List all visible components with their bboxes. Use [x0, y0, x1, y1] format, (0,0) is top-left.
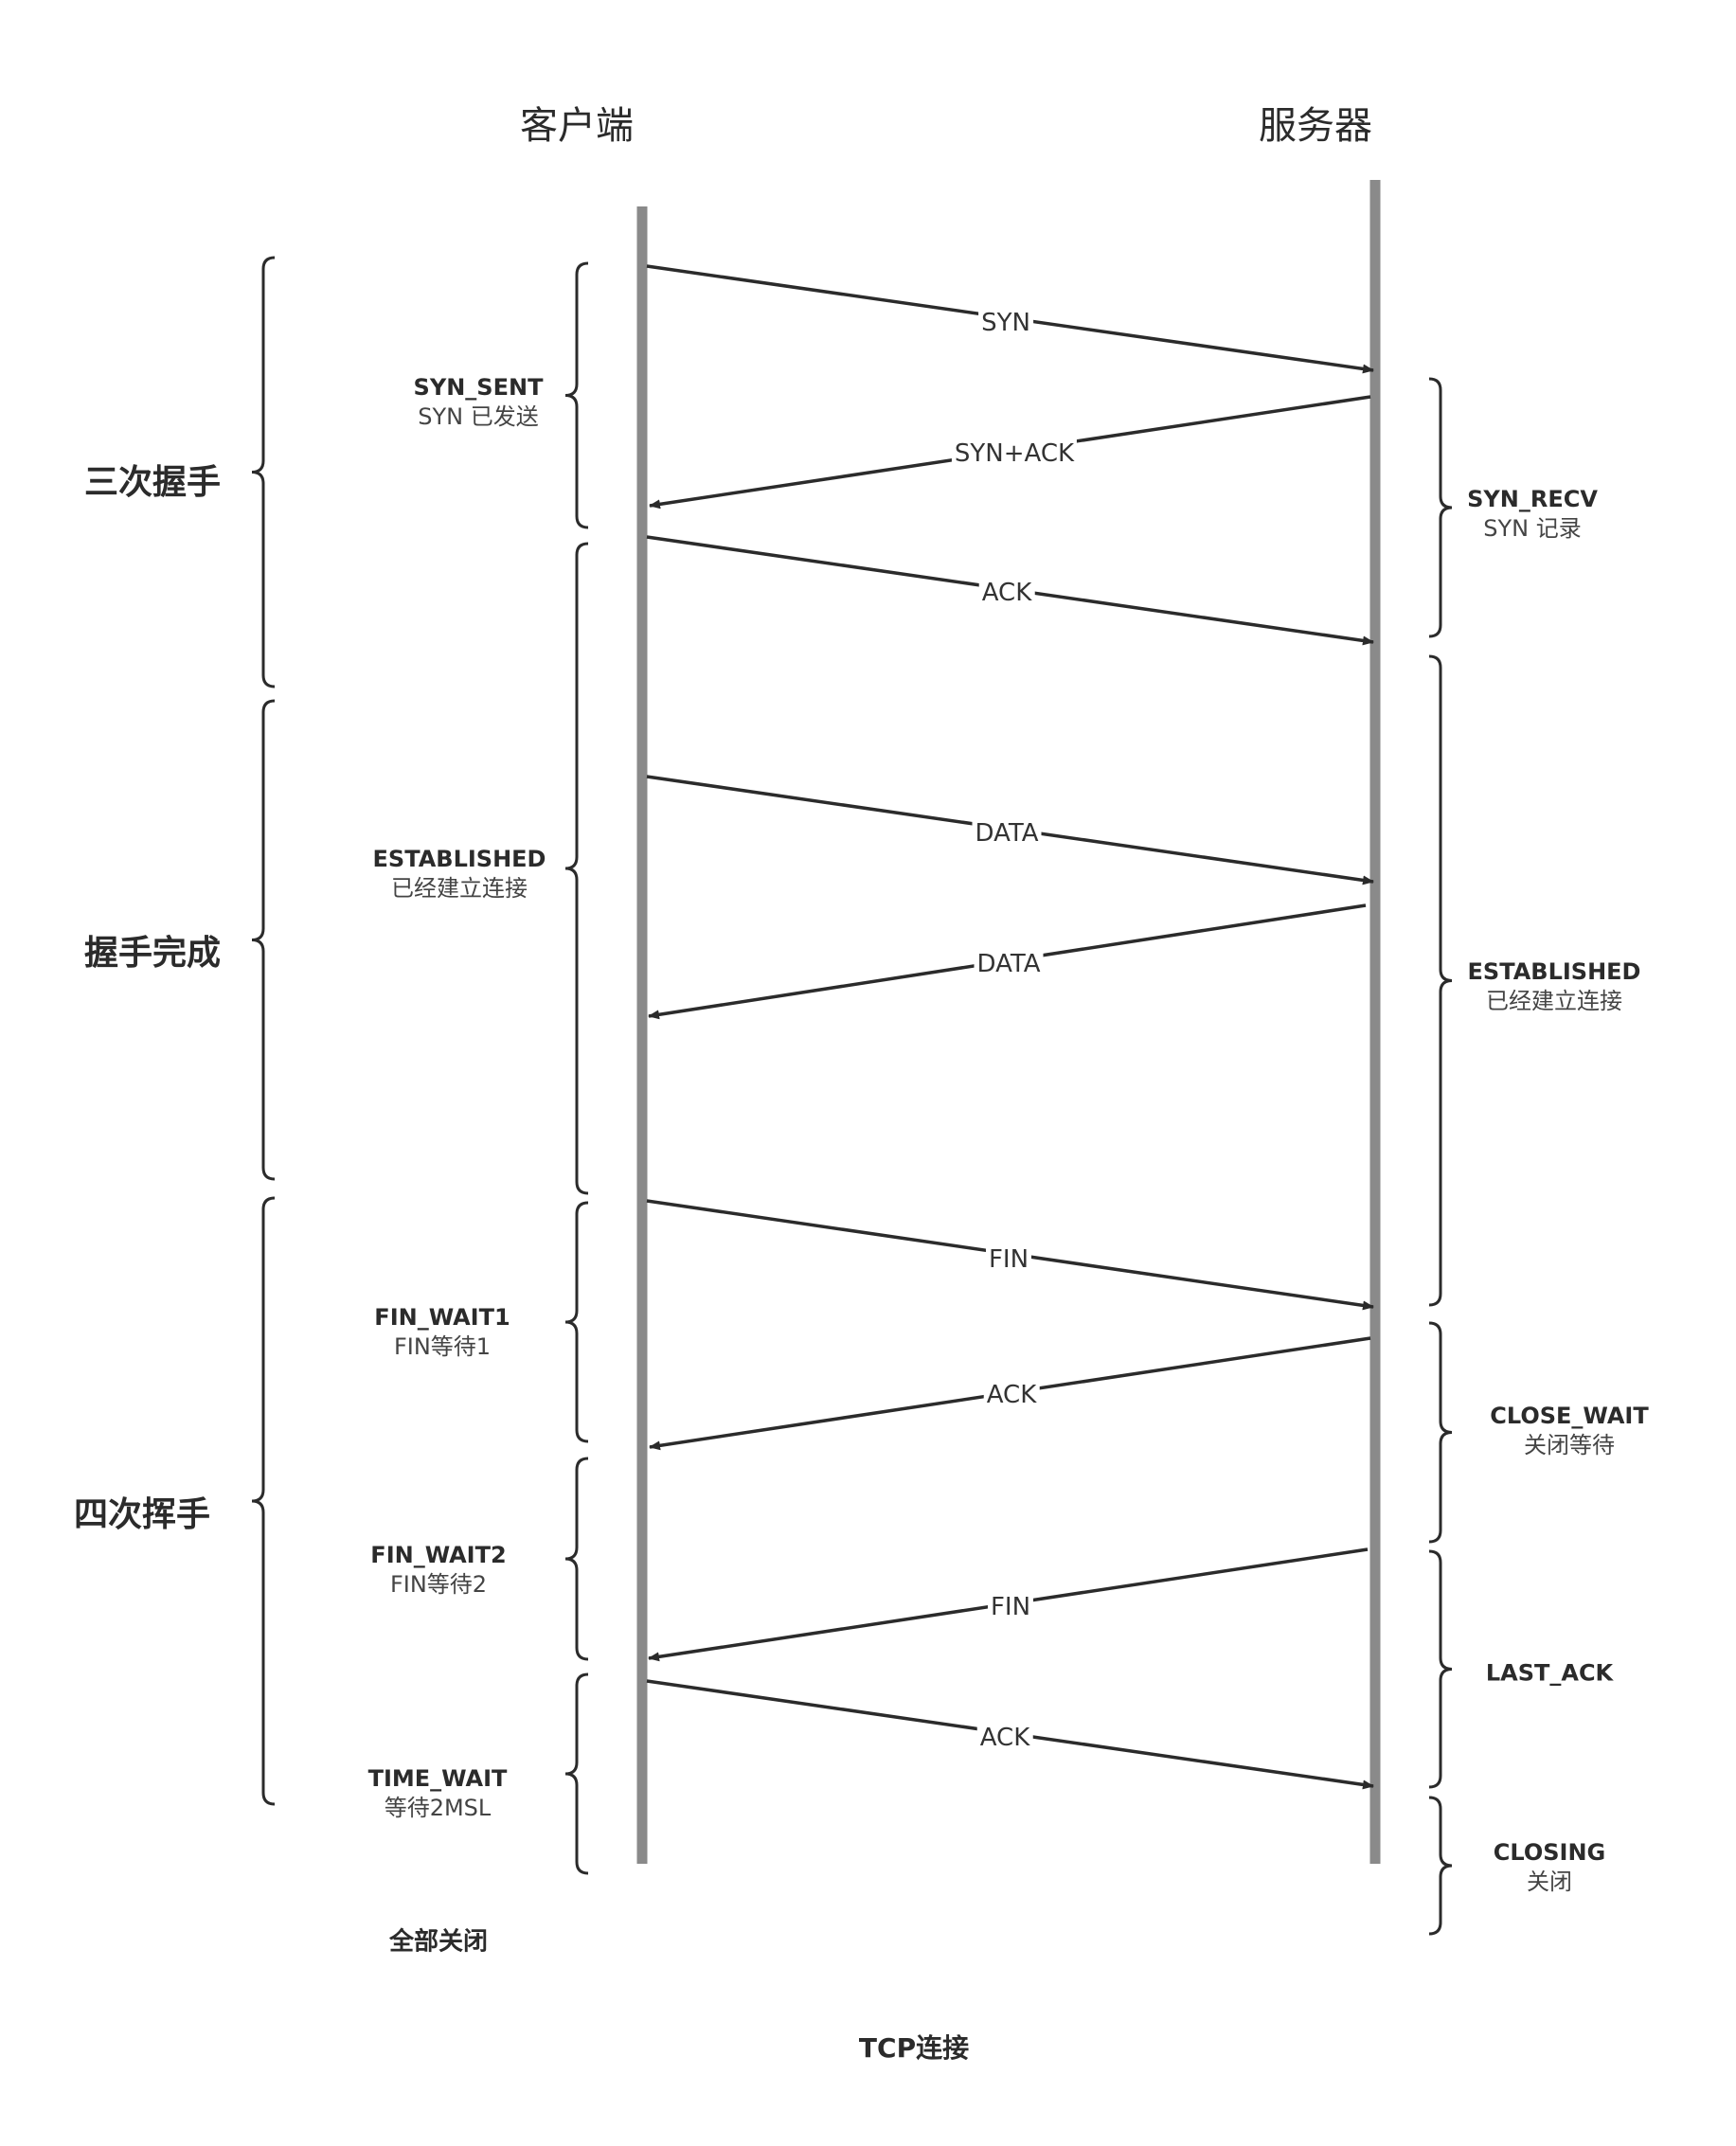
client-state-name: TIME_WAIT: [367, 1764, 508, 1792]
message-label-syn: SYN: [978, 309, 1033, 337]
client-header: 客户端: [520, 104, 634, 148]
client-state-name: FIN_WAIT2: [370, 1541, 507, 1568]
message-label-data: DATA: [974, 950, 1044, 978]
server-state-brace-closing: [1428, 1796, 1453, 1936]
server-state-close-wait: CLOSE_WAIT 关闭等待: [1490, 1402, 1648, 1460]
message-label-syn-ack: SYN+ACK: [951, 439, 1078, 468]
server-state-syn-recv: SYN_RECV SYN 记录: [1467, 485, 1598, 544]
phase-label-four-way-wave: 四次挥手: [73, 1495, 211, 1534]
client-state-brace-time-wait: [564, 1672, 589, 1875]
client-state-desc: SYN 已发送: [418, 403, 539, 430]
client-state-time-wait: TIME_WAIT 等待2MSL: [368, 1764, 508, 1823]
client-state-brace-syn-sent: [564, 261, 589, 529]
server-state-name: SYN_RECV: [1467, 485, 1598, 512]
client-state-fin-wait1: FIN_WAIT1 FIN等待1: [374, 1303, 510, 1362]
client-state-name: ESTABLISHED: [372, 845, 546, 872]
server-state-brace-syn-recv: [1428, 377, 1453, 638]
client-state-brace-established: [564, 542, 589, 1195]
client-state-desc: FIN等待2: [389, 1571, 488, 1598]
server-state-desc: SYN 记录: [1483, 515, 1582, 542]
client-state-desc: 已经建立连接: [391, 875, 528, 902]
server-state-name: ESTABLISHED: [1467, 957, 1641, 985]
server-state-name: LAST_ACK: [1485, 1659, 1614, 1687]
server-state-last-ack: LAST_ACK: [1486, 1658, 1613, 1688]
server-header: 服务器: [1259, 104, 1372, 148]
server-state-name: CLOSE_WAIT: [1490, 1402, 1649, 1429]
server-state-desc: 关闭: [1526, 1869, 1572, 1895]
message-label-fin: FIN: [985, 1245, 1032, 1274]
server-state-name: CLOSING: [1493, 1838, 1606, 1866]
server-state-desc: 已经建立连接: [1486, 988, 1622, 1014]
server-state-brace-last-ack: [1428, 1549, 1453, 1789]
diagram-caption: TCP连接: [858, 2032, 970, 2064]
client-state-name: FIN_WAIT1: [374, 1303, 510, 1331]
message-label-data: DATA: [972, 819, 1042, 848]
phase-label-handshake-complete: 握手完成: [83, 934, 222, 973]
server-state-desc: 关闭等待: [1524, 1432, 1615, 1458]
client-state-brace-fin-wait2: [564, 1457, 589, 1661]
message-label-ack: ACK: [978, 579, 1035, 607]
client-state-syn-sent: SYN_SENT SYN 已发送: [414, 373, 544, 432]
server-state-closing: CLOSING 关闭: [1494, 1838, 1605, 1897]
server-state-established: ESTABLISHED 已经建立连接: [1468, 957, 1641, 1016]
phase-brace-handshake-complete: [251, 699, 276, 1181]
server-state-brace-established: [1428, 654, 1453, 1307]
client-state-brace-fin-wait1: [564, 1201, 589, 1443]
client-state-fin-wait2: FIN_WAIT2 FIN等待2: [370, 1541, 506, 1600]
client-state-established: ESTABLISHED 已经建立连接: [373, 845, 546, 903]
all-closed-label: 全部关闭: [388, 1927, 489, 1957]
phase-brace-three-way-handshake: [251, 256, 276, 689]
client-state-desc: FIN等待1: [393, 1333, 492, 1360]
message-label-ack: ACK: [976, 1724, 1033, 1752]
message-label-fin: FIN: [987, 1593, 1034, 1621]
phase-label-three-way-handshake: 三次握手: [83, 463, 222, 502]
server-state-brace-close-wait: [1428, 1321, 1453, 1544]
message-label-ack: ACK: [983, 1381, 1040, 1409]
phase-brace-four-way-wave: [251, 1196, 276, 1806]
client-state-name: SYN_SENT: [413, 373, 544, 401]
client-state-desc: 等待2MSL: [384, 1795, 492, 1821]
